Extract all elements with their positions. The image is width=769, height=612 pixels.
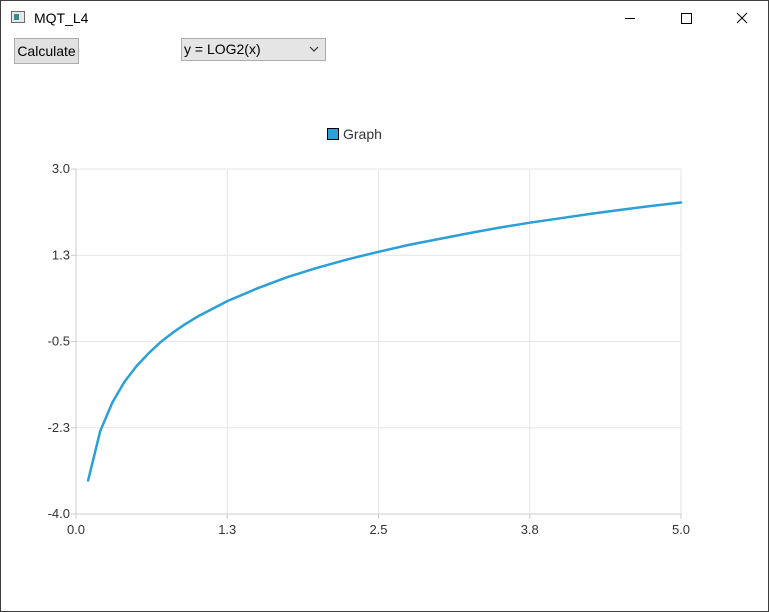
y-tick-label: -0.5 <box>48 334 70 349</box>
maximize-button[interactable] <box>663 1 709 35</box>
calculate-button[interactable]: Calculate <box>14 38 79 64</box>
maximize-icon <box>681 13 692 24</box>
minimize-icon <box>625 18 635 19</box>
y-tick-label: 1.3 <box>52 247 70 262</box>
function-select[interactable]: y = LOG2(x) <box>181 38 326 61</box>
series-line-graph <box>86 201 683 482</box>
legend-swatch <box>327 128 339 140</box>
window-title: MQT_L4 <box>34 10 89 26</box>
y-tick-label: -4.0 <box>48 506 70 521</box>
chevron-down-icon <box>309 46 319 52</box>
close-button[interactable] <box>719 1 765 35</box>
x-tick-label: 2.5 <box>369 522 387 537</box>
x-tick-label: 1.3 <box>218 522 236 537</box>
legend-label: Graph <box>343 126 382 142</box>
y-tick-label: 3.0 <box>52 161 70 176</box>
x-tick-label: 5.0 <box>672 522 690 537</box>
close-icon <box>736 12 748 24</box>
x-tick-label: 3.8 <box>521 522 539 537</box>
title-bar[interactable]: MQT_L4 <box>1 1 768 35</box>
function-select-value: y = LOG2(x) <box>184 41 261 57</box>
y-tick-label: -2.3 <box>48 420 70 435</box>
minimize-button[interactable] <box>607 1 653 35</box>
x-tick-label: 0.0 <box>67 522 85 537</box>
app-window-icon <box>11 11 25 23</box>
